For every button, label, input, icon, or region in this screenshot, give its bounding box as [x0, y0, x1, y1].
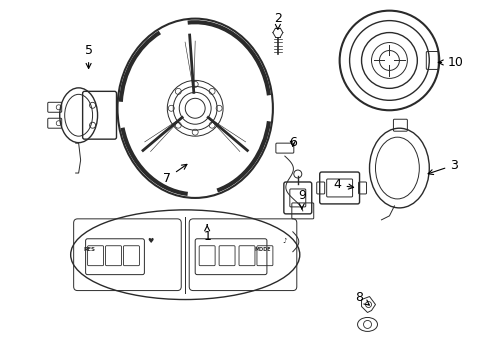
Text: ♥: ♥	[147, 238, 153, 244]
Text: 8: 8	[355, 291, 368, 305]
Text: RES: RES	[83, 247, 96, 252]
Text: MODE: MODE	[254, 247, 271, 252]
Text: 4: 4	[333, 179, 353, 192]
Text: 10: 10	[437, 56, 462, 69]
Text: 6: 6	[288, 136, 296, 149]
Text: 3: 3	[427, 158, 457, 175]
Text: 5: 5	[84, 44, 92, 68]
Text: 7: 7	[163, 165, 186, 185]
Text: 2: 2	[273, 12, 281, 29]
Text: ♪: ♪	[282, 238, 286, 244]
Text: 1: 1	[203, 225, 211, 243]
Text: 9: 9	[297, 189, 305, 209]
